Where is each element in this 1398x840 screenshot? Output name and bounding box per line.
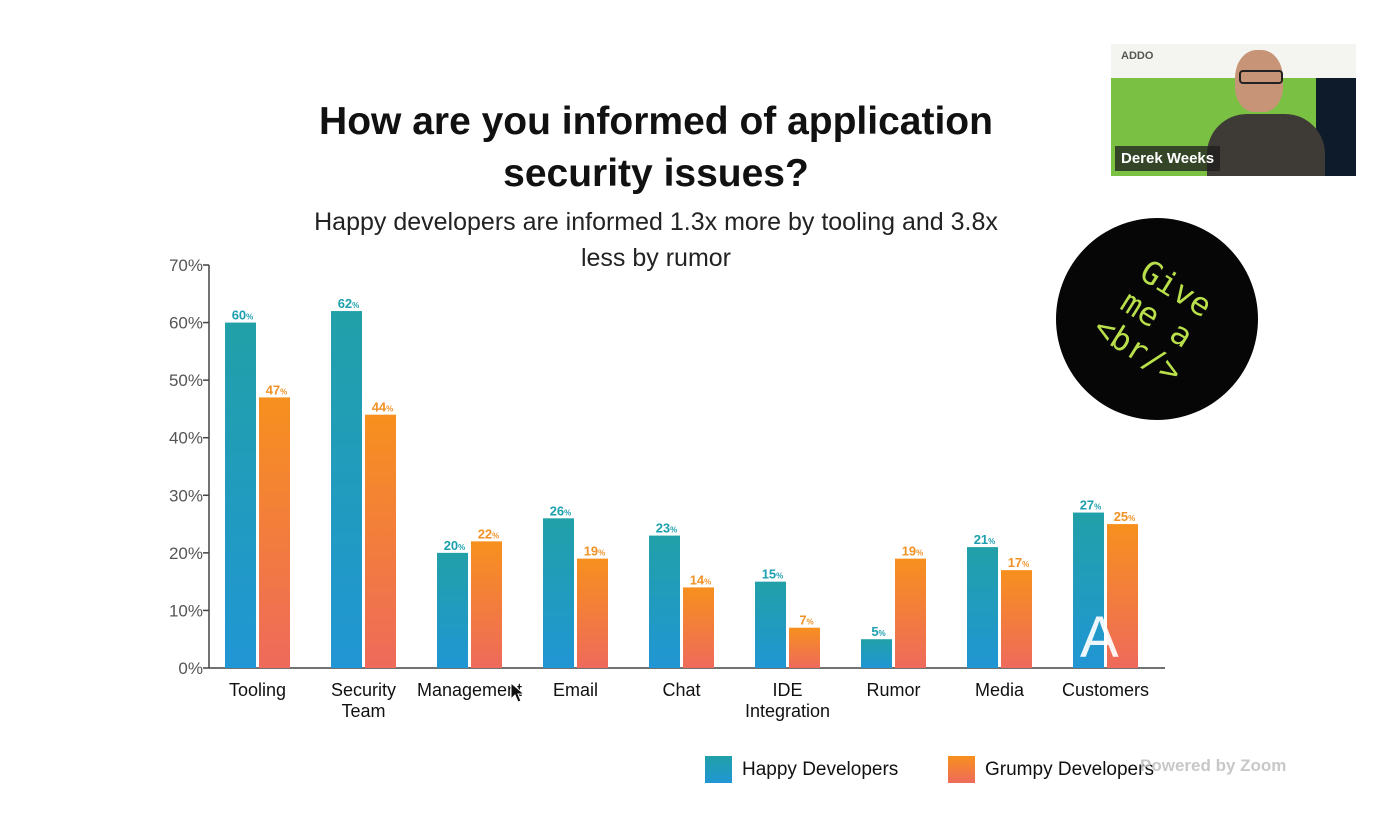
y-tick-label: 40%	[169, 429, 203, 448]
slide-subtitle: Happy developers are informed 1.3x more …	[314, 208, 998, 272]
bar-grumpy	[683, 587, 714, 668]
x-category-label: IDE Integration	[745, 680, 830, 721]
legend-swatch-happy	[705, 756, 732, 783]
powered-by-zoom-label: Powered by Zoom	[1140, 756, 1287, 775]
bar-grumpy	[577, 558, 608, 668]
x-category-label: Media	[975, 680, 1025, 700]
bar-happy	[967, 547, 998, 668]
data-label-grumpy: 7%	[799, 613, 813, 628]
bar-grumpy	[895, 558, 926, 668]
mouse-cursor-icon	[510, 682, 526, 703]
y-tick-label: 60%	[169, 314, 203, 333]
bar-grumpy	[1001, 570, 1032, 668]
bar-happy	[1073, 512, 1104, 668]
slide-title: How are you informed of application secu…	[319, 100, 993, 195]
data-label-grumpy: 19%	[584, 544, 606, 559]
x-category-label: Rumor	[866, 680, 920, 700]
data-label-happy: 26%	[550, 503, 572, 518]
data-label-grumpy: 17%	[1008, 555, 1030, 570]
y-tick-label: 70%	[169, 256, 203, 275]
x-category-label: Email	[553, 680, 598, 700]
legend-swatch-grumpy	[948, 756, 975, 783]
bar-grumpy	[789, 627, 820, 668]
x-category-label: Security Team	[331, 680, 396, 721]
y-tick-label: 10%	[169, 601, 203, 620]
x-category-label: Tooling	[229, 680, 286, 700]
y-tick-label: 50%	[169, 371, 203, 390]
legend-label-grumpy: Grumpy Developers	[985, 758, 1154, 780]
data-label-grumpy: 22%	[478, 526, 500, 541]
bar-happy	[225, 322, 256, 668]
data-label-happy: 21%	[974, 532, 996, 547]
x-category-label: Chat	[662, 680, 700, 700]
y-tick-label: 30%	[169, 486, 203, 505]
bar-happy	[861, 639, 892, 668]
participant-head	[1235, 50, 1283, 112]
data-label-happy: 23%	[656, 521, 678, 536]
bar-happy	[543, 518, 574, 668]
data-label-happy: 5%	[871, 624, 885, 639]
participant-glasses	[1239, 70, 1283, 84]
y-tick-label: 0%	[178, 659, 203, 678]
data-label-grumpy: 25%	[1114, 509, 1136, 524]
legend-label-happy: Happy Developers	[742, 758, 899, 780]
legend-item-grumpy: Grumpy Developers	[948, 756, 1154, 783]
y-tick-label: 20%	[169, 544, 203, 563]
participant-name-label: Derek Weeks	[1115, 146, 1221, 171]
watermark-logo: A	[1080, 605, 1119, 670]
x-category-label: Customers	[1062, 680, 1149, 700]
give-me-a-br-badge: Give me a <br/>	[1056, 218, 1258, 420]
data-label-grumpy: 19%	[902, 544, 924, 559]
data-label-happy: 15%	[762, 567, 784, 582]
addo-logo: ADDO	[1121, 50, 1154, 62]
data-label-grumpy: 14%	[690, 572, 712, 587]
data-label-happy: 27%	[1080, 498, 1102, 513]
webcam-video-tile[interactable]: ADDO Derek Weeks	[1111, 44, 1356, 176]
data-label-happy: 20%	[444, 538, 466, 553]
bar-grumpy	[1107, 524, 1138, 668]
bar-grumpy	[365, 414, 396, 668]
data-label-grumpy: 44%	[372, 400, 394, 415]
bar-happy	[649, 535, 680, 668]
legend-item-happy: Happy Developers	[705, 756, 898, 783]
participant-body	[1207, 114, 1325, 176]
data-label-happy: 60%	[232, 308, 254, 323]
x-category-label: Management	[417, 680, 522, 700]
bar-happy	[437, 552, 468, 668]
webcam-banner	[1111, 44, 1356, 78]
data-label-grumpy: 47%	[266, 382, 288, 397]
bar-happy	[755, 581, 786, 668]
data-label-happy: 62%	[338, 296, 360, 311]
bar-grumpy	[471, 541, 502, 668]
bar-grumpy	[259, 397, 290, 668]
bar-happy	[331, 311, 362, 668]
